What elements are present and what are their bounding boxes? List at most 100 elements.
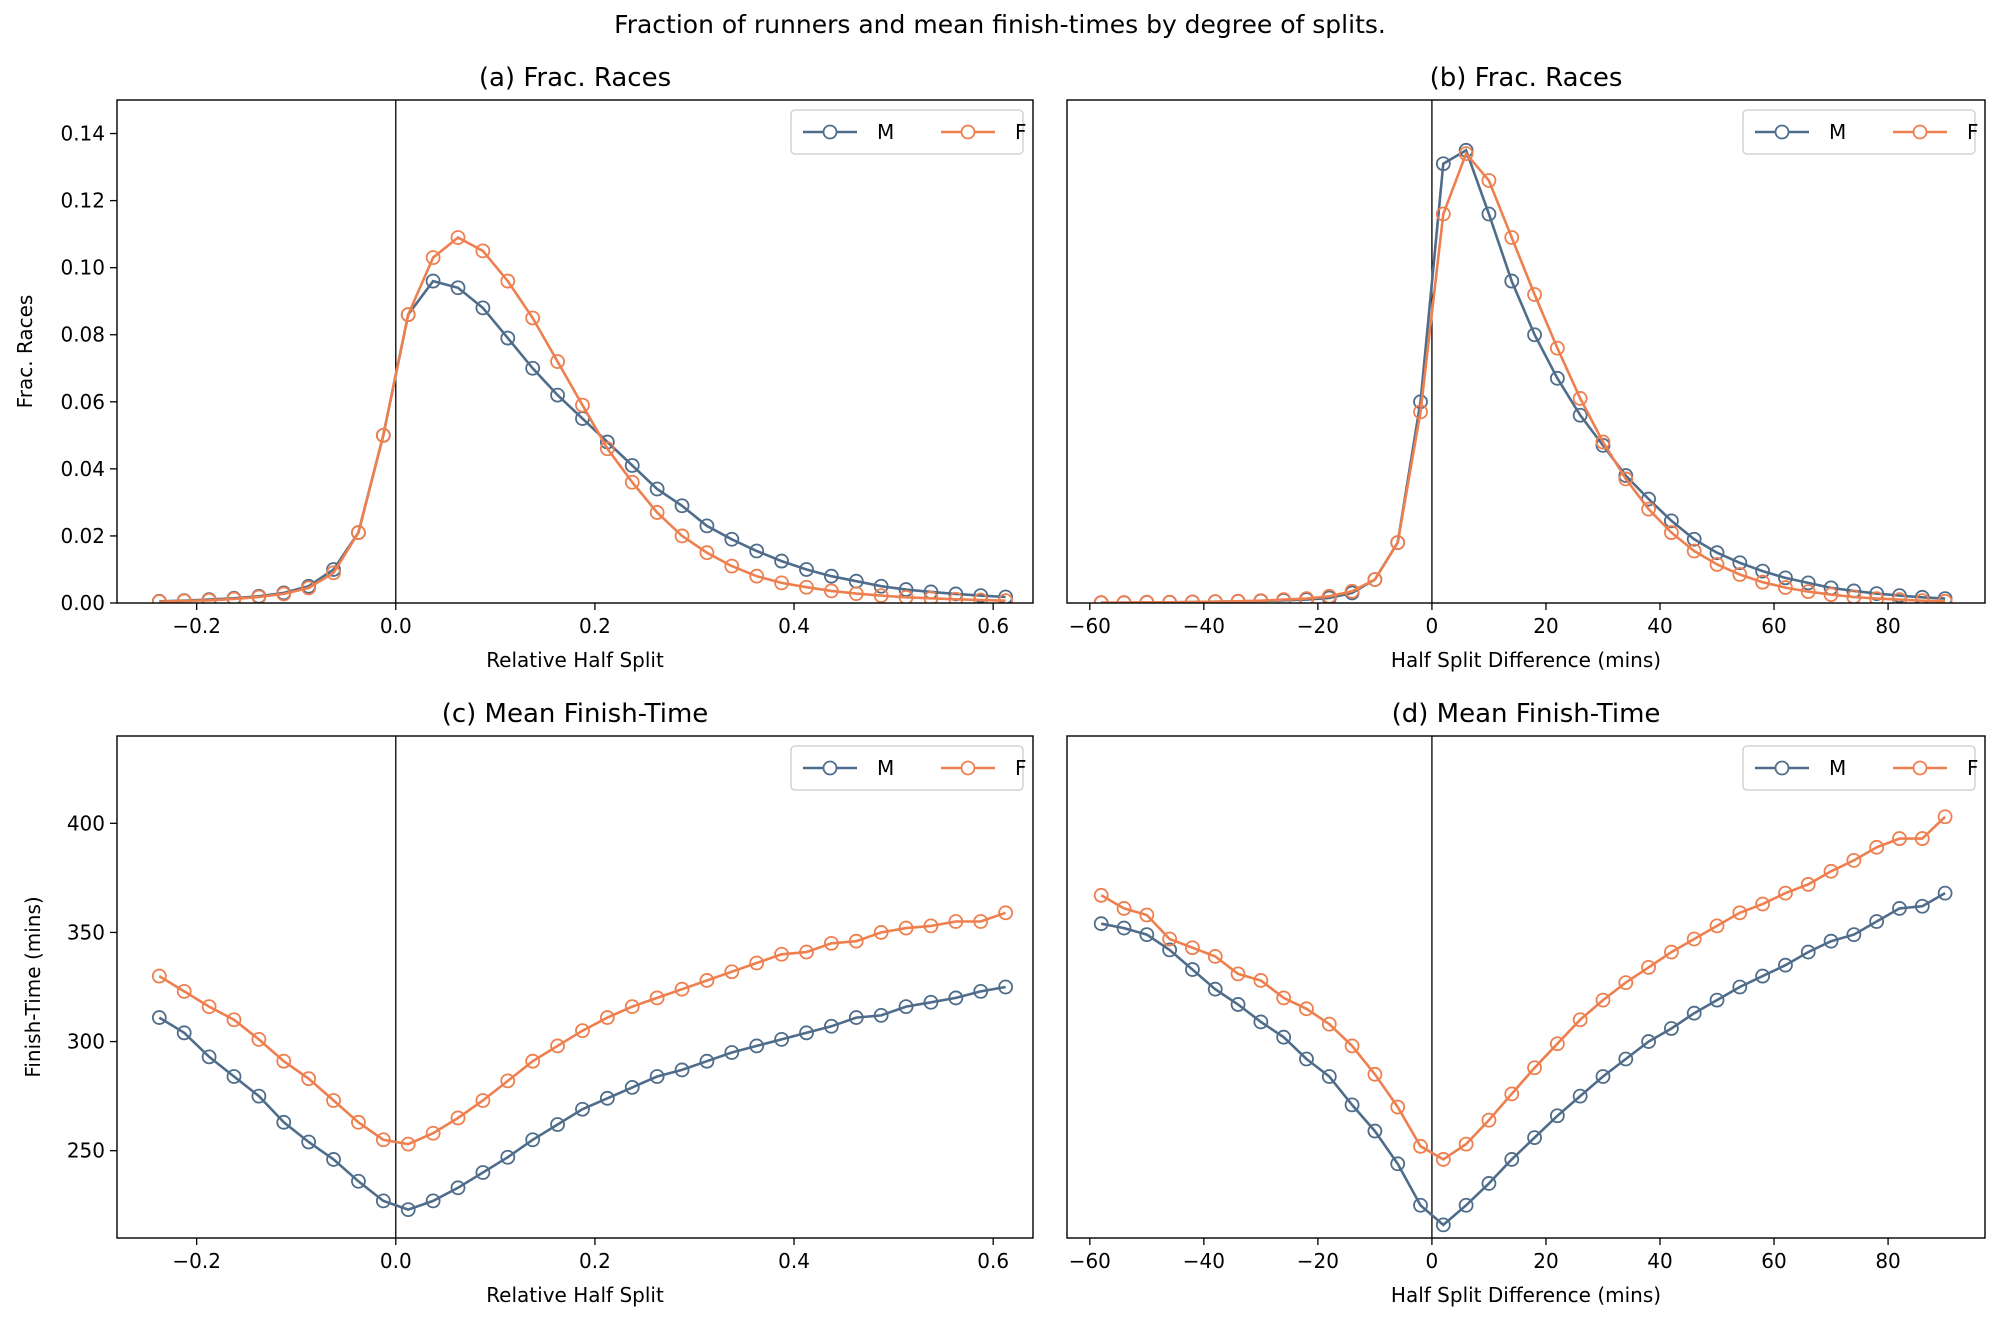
x-tick-label: 60 bbox=[1761, 614, 1786, 638]
series-point-M bbox=[1299, 1051, 1314, 1067]
series-point-F bbox=[525, 1053, 541, 1069]
series-point-F bbox=[1481, 1112, 1497, 1128]
series-point-M bbox=[1778, 570, 1793, 586]
series-point-F bbox=[450, 1110, 466, 1126]
series-point-F bbox=[1618, 471, 1634, 487]
panel-c: (c) Mean Finish-Time −0.2 0.0 0.2 0.4 0.6 250 3… bbox=[21, 699, 1034, 1307]
series-point-M bbox=[500, 1149, 516, 1165]
series-point-M bbox=[1253, 1014, 1269, 1030]
series-point-F bbox=[500, 1073, 516, 1089]
series-point-F bbox=[1595, 434, 1611, 450]
x-tick-label: 0.2 bbox=[579, 614, 611, 638]
x-tick-label: 40 bbox=[1647, 1249, 1672, 1273]
series-point-F bbox=[301, 580, 317, 596]
x-tick-label: 20 bbox=[1533, 614, 1558, 638]
series-point-F bbox=[1663, 525, 1679, 540]
series-point-M bbox=[326, 1152, 341, 1167]
series-point-F bbox=[176, 983, 192, 999]
series-point-F bbox=[1162, 931, 1178, 947]
series-point-F bbox=[848, 586, 864, 602]
series-point-M bbox=[1549, 370, 1565, 386]
legend-marker-M bbox=[1774, 760, 1790, 776]
series-point-M bbox=[400, 1202, 416, 1218]
series-point-M bbox=[774, 553, 789, 569]
series-line-M bbox=[158, 985, 1006, 1211]
series-line-M bbox=[1100, 891, 1946, 1227]
series-point-M bbox=[649, 1069, 665, 1084]
series-point-F bbox=[326, 1093, 341, 1108]
series-point-F bbox=[1093, 887, 1109, 903]
legend-box bbox=[1742, 109, 1976, 155]
legend-label-F: F bbox=[1015, 120, 1027, 144]
series-point-F bbox=[724, 558, 740, 574]
series-point-F bbox=[1276, 592, 1292, 603]
panel-d: (d) Mean Finish-Time −60 −40 −20 0 20 40 60 80 Ha… bbox=[1066, 699, 1986, 1307]
x-tick-label: 0 bbox=[1426, 614, 1439, 638]
series-line-F bbox=[1100, 815, 1946, 1161]
legend-label-F: F bbox=[1015, 756, 1027, 780]
plot-frame bbox=[116, 735, 1034, 1239]
series-point-M bbox=[176, 1025, 192, 1041]
series-point-F bbox=[1504, 1086, 1520, 1102]
series-point-M bbox=[1276, 1029, 1292, 1045]
series-point-F bbox=[1390, 1099, 1406, 1115]
series-point-F bbox=[400, 307, 416, 323]
series-point-F bbox=[948, 591, 964, 603]
series-point-M bbox=[1435, 1217, 1451, 1233]
series-point-M bbox=[1937, 885, 1953, 901]
panel-title: (a) Frac. Races bbox=[479, 63, 671, 93]
series-point-F bbox=[151, 594, 167, 603]
series-point-F bbox=[1755, 574, 1771, 590]
legend-label-M: M bbox=[1829, 756, 1846, 780]
series-point-M bbox=[998, 589, 1014, 603]
plot-frame bbox=[1066, 735, 1986, 1239]
series-point-M bbox=[1481, 206, 1497, 222]
series-point-F bbox=[1732, 567, 1748, 582]
y-tick-label: 0.04 bbox=[60, 457, 105, 481]
series-point-M bbox=[1458, 1197, 1474, 1213]
series-point-F bbox=[450, 230, 466, 245]
legend-marker-M bbox=[822, 124, 838, 140]
plot-area bbox=[1093, 736, 1953, 1238]
y-tick-label: 300 bbox=[67, 1030, 105, 1054]
series-point-F bbox=[1641, 501, 1656, 517]
series-point-M bbox=[1504, 1152, 1520, 1167]
series-point-M bbox=[1435, 156, 1451, 172]
series-point-F bbox=[1800, 877, 1816, 892]
legend-label-F: F bbox=[1967, 120, 1979, 144]
series-point-F bbox=[1686, 543, 1702, 559]
series-point-F bbox=[624, 999, 640, 1015]
series-point-F bbox=[774, 575, 789, 591]
series-point-M bbox=[749, 543, 765, 559]
series-point-M bbox=[1709, 545, 1725, 561]
series-point-F bbox=[151, 968, 167, 984]
series-point-F bbox=[475, 1093, 491, 1108]
legend-marker-F bbox=[960, 124, 976, 140]
series-point-M bbox=[774, 1031, 789, 1047]
series-point-M bbox=[923, 994, 939, 1010]
series-point-F bbox=[1527, 1060, 1542, 1076]
x-axis-label: Half Split Difference (mins) bbox=[1391, 648, 1661, 672]
series-point-F bbox=[1185, 940, 1200, 956]
x-tick-label: −40 bbox=[1183, 614, 1225, 638]
series-point-M bbox=[724, 1045, 740, 1060]
series-point-M bbox=[599, 1090, 615, 1106]
series-point-M bbox=[1572, 1088, 1588, 1104]
x-tick-label: −20 bbox=[1297, 614, 1339, 638]
series-point-M bbox=[1732, 979, 1748, 995]
series-point-F bbox=[1572, 1012, 1588, 1028]
series-point-F bbox=[1458, 1136, 1474, 1152]
series-point-F bbox=[1504, 230, 1520, 245]
series-point-M bbox=[1686, 531, 1702, 547]
series-point-F bbox=[1344, 1038, 1360, 1054]
x-tick-label: −0.2 bbox=[172, 614, 221, 638]
series-point-F bbox=[1549, 340, 1565, 356]
series-point-M bbox=[1572, 407, 1588, 423]
x-tick-label: −60 bbox=[1069, 614, 1111, 638]
panel-a: (a) Frac. Races −0.2 0.0 0.2 0.4 0.6 0.00 0.02 0… bbox=[13, 63, 1034, 672]
series-point-F bbox=[1435, 206, 1451, 222]
series-point-F bbox=[898, 589, 914, 603]
series-point-F bbox=[998, 905, 1014, 921]
y-tick-label: 0.12 bbox=[60, 189, 105, 213]
